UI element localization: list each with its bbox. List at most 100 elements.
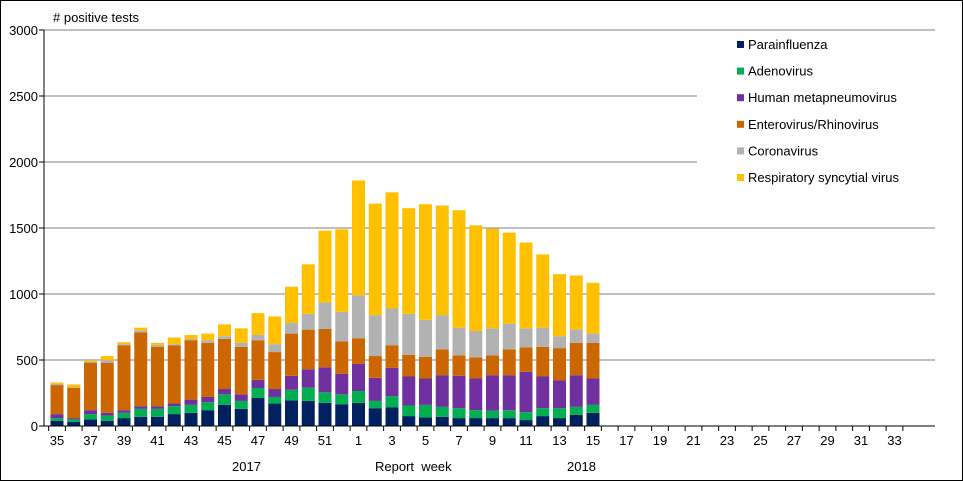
bar-segment bbox=[251, 313, 265, 335]
bar-segment bbox=[385, 367, 399, 397]
bar-segment bbox=[419, 204, 432, 320]
bar-segment bbox=[301, 400, 315, 426]
bar-segment bbox=[201, 342, 215, 397]
bar-segment bbox=[167, 344, 181, 346]
bar-segment bbox=[419, 417, 432, 426]
bar-segment bbox=[234, 346, 248, 395]
x-tick-label: 35 bbox=[50, 433, 64, 448]
bar-segment bbox=[50, 385, 64, 415]
bar-segment bbox=[569, 342, 583, 376]
bar-segment bbox=[251, 379, 265, 388]
bar-segment bbox=[469, 330, 483, 358]
bar-segment bbox=[151, 344, 164, 347]
bar-segment bbox=[486, 328, 499, 356]
bar-segment bbox=[50, 382, 64, 384]
bar-segment bbox=[402, 313, 416, 355]
bar-segment bbox=[502, 418, 516, 426]
bar-segment bbox=[569, 406, 583, 415]
bar-segment bbox=[435, 205, 449, 316]
legend-swatch bbox=[737, 120, 744, 128]
bar-segment bbox=[452, 408, 466, 419]
legend-label: Parainfluenza bbox=[748, 37, 828, 52]
bar-segment bbox=[251, 340, 265, 380]
legend-swatch bbox=[737, 67, 744, 75]
bar-segment bbox=[486, 355, 499, 376]
bar-segment bbox=[352, 402, 365, 426]
bar-segment bbox=[151, 406, 164, 409]
bar-segment bbox=[586, 342, 600, 379]
bar-segment bbox=[586, 412, 600, 426]
bar-segment bbox=[385, 396, 399, 408]
bar-segment bbox=[368, 356, 382, 378]
bar-segment bbox=[569, 414, 583, 426]
bar-segment bbox=[201, 396, 215, 403]
bar-segment bbox=[553, 274, 566, 337]
bar-segment bbox=[435, 406, 449, 417]
legend-label: Coronavirus bbox=[748, 143, 819, 158]
y-tick-label: 0 bbox=[31, 419, 38, 434]
bar-segment bbox=[100, 415, 114, 421]
bar-segment bbox=[117, 342, 131, 345]
bar-segment bbox=[502, 349, 516, 376]
bar-segment bbox=[452, 210, 466, 328]
bar-segment bbox=[486, 375, 499, 411]
bar-segment bbox=[167, 414, 181, 426]
bar-segment bbox=[519, 420, 533, 426]
bar-segment bbox=[151, 346, 164, 407]
bar-segment bbox=[301, 264, 315, 314]
bar-segment bbox=[352, 391, 365, 403]
bar-segment bbox=[536, 327, 550, 347]
bar-segment bbox=[318, 230, 332, 303]
bar-segment bbox=[117, 410, 131, 413]
y-tick-label: 500 bbox=[16, 353, 38, 368]
bar-segment bbox=[167, 403, 181, 407]
bar-segment bbox=[201, 410, 215, 426]
bar-segment bbox=[553, 380, 566, 409]
bar-segment bbox=[435, 375, 449, 407]
bar-segment bbox=[318, 302, 332, 329]
year-label-2017: 2017 bbox=[232, 459, 261, 474]
bar-segment bbox=[218, 389, 231, 395]
bar-segment bbox=[301, 369, 315, 388]
bar-segment bbox=[352, 363, 365, 392]
bar-segment bbox=[268, 403, 282, 426]
bar-segment bbox=[536, 376, 550, 409]
x-tick-label: 41 bbox=[150, 433, 164, 448]
bar-segment bbox=[67, 418, 81, 420]
bar-segment bbox=[268, 352, 282, 390]
bar-segment bbox=[285, 400, 298, 426]
x-tick-label: 37 bbox=[83, 433, 97, 448]
bar-segment bbox=[536, 254, 550, 328]
bar-segment bbox=[469, 378, 483, 411]
x-tick-label: 21 bbox=[686, 433, 700, 448]
bar-segment bbox=[586, 333, 600, 343]
x-tick-label: 13 bbox=[552, 433, 566, 448]
bar-segment bbox=[201, 340, 215, 343]
bar-segment bbox=[536, 346, 550, 377]
bar-segment bbox=[469, 410, 483, 419]
bar-segment bbox=[184, 399, 198, 405]
bar-segment bbox=[569, 375, 583, 407]
bar-segment bbox=[502, 375, 516, 411]
x-tick-label: 19 bbox=[653, 433, 667, 448]
bar-segment bbox=[251, 334, 265, 341]
bar-segment bbox=[167, 406, 181, 415]
bar-segment bbox=[318, 402, 332, 426]
bar-segment bbox=[134, 416, 148, 426]
y-tick-label: 2500 bbox=[9, 89, 38, 104]
bar-segment bbox=[184, 334, 198, 339]
bar-segment bbox=[402, 416, 416, 426]
x-tick-label: 27 bbox=[787, 433, 801, 448]
bar-segment bbox=[452, 375, 466, 409]
x-tick-label: 5 bbox=[422, 433, 429, 448]
bar-segment bbox=[251, 398, 265, 426]
bar-segment bbox=[84, 360, 97, 362]
bar-segment bbox=[318, 367, 332, 393]
bar-segment bbox=[100, 362, 114, 413]
bar-segment bbox=[134, 330, 148, 333]
bar-segment bbox=[100, 356, 114, 360]
bar-segment bbox=[402, 405, 416, 417]
x-tick-label: 31 bbox=[854, 433, 868, 448]
bar-segment bbox=[84, 410, 97, 415]
